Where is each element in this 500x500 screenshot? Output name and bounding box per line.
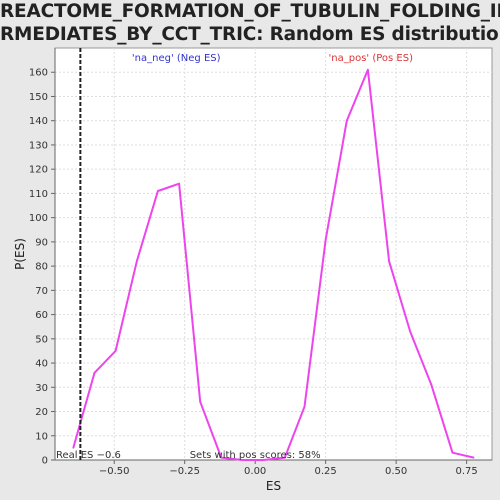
y-tick-label: 110: [29, 189, 48, 200]
y-tick-label: 150: [29, 92, 48, 103]
data-point: [72, 447, 75, 449]
data-point: [367, 69, 369, 71]
y-tick-label: 100: [29, 213, 48, 224]
x-tick-label: −0.25: [169, 466, 200, 477]
grid: [55, 48, 492, 461]
y-tick-label: 0: [42, 456, 48, 467]
x-tick-label: 0.50: [385, 466, 407, 477]
chart-title: REACTOME_FORMATION_OF_TUBULIN_FOLDING_IN…: [0, 0, 500, 46]
y-tick-label: 160: [29, 68, 48, 79]
pos-es-label: 'na_pos' (Pos ES): [329, 53, 414, 64]
data-point: [472, 456, 475, 459]
x-tick-label: 0.75: [455, 466, 477, 477]
y-tick-label: 120: [29, 165, 48, 176]
data-point: [283, 456, 286, 459]
data-point: [430, 384, 433, 386]
data-point: [388, 260, 390, 263]
y-tick-label: 140: [29, 116, 48, 127]
data-point: [114, 350, 117, 352]
y-tick-label: 40: [35, 359, 48, 370]
y-tick-label: 50: [35, 334, 48, 345]
real-es-label: Real ES −0.6: [56, 450, 121, 461]
neg-es-label: 'na_neg' (Neg ES): [132, 53, 221, 64]
data-point: [157, 190, 159, 192]
data-point: [303, 405, 306, 408]
y-tick-label: 30: [35, 383, 48, 394]
data-point: [451, 451, 454, 454]
chart-title-line-1: REACTOME_FORMATION_OF_TUBULIN_FOLDING_IN…: [0, 1, 500, 22]
plot-area: [54, 47, 493, 461]
data-point: [178, 182, 180, 185]
data-point: [262, 459, 265, 461]
y-tick-label: 80: [35, 262, 48, 273]
series-layer: [72, 68, 475, 461]
data-point: [199, 401, 201, 403]
y-tick-label: 60: [35, 310, 48, 321]
y-tick-label: 20: [35, 407, 48, 418]
axes: 0 10 20 30 40 50 60 70 80 90 100 110 120 130 140 150 160…: [29, 48, 492, 477]
data-point: [93, 371, 96, 374]
pos-scores-label: Sets with pos scores: 58%: [190, 450, 321, 461]
x-tick-label: 0.25: [315, 466, 337, 477]
es-distribution-line: [72, 68, 474, 461]
x-tick-label: 0.00: [244, 466, 266, 477]
data-point: [135, 260, 138, 263]
data-point: [220, 456, 223, 459]
y-tick-label: 130: [29, 140, 48, 151]
y-tick-label: 70: [35, 286, 48, 297]
x-tick-label: −0.50: [99, 466, 130, 477]
data-point: [346, 119, 348, 122]
y-tick-label: 90: [35, 237, 48, 248]
chart-title-line-2: RMEDIATES_BY_CCT_TRIC: Random ES distrib…: [0, 24, 500, 45]
data-point: [409, 330, 412, 333]
data-point: [241, 459, 244, 461]
data-point: [324, 238, 327, 241]
x-axis-label: ES: [266, 479, 281, 493]
y-axis-label: P(ES): [13, 238, 27, 270]
y-tick-label: 10: [35, 431, 48, 442]
